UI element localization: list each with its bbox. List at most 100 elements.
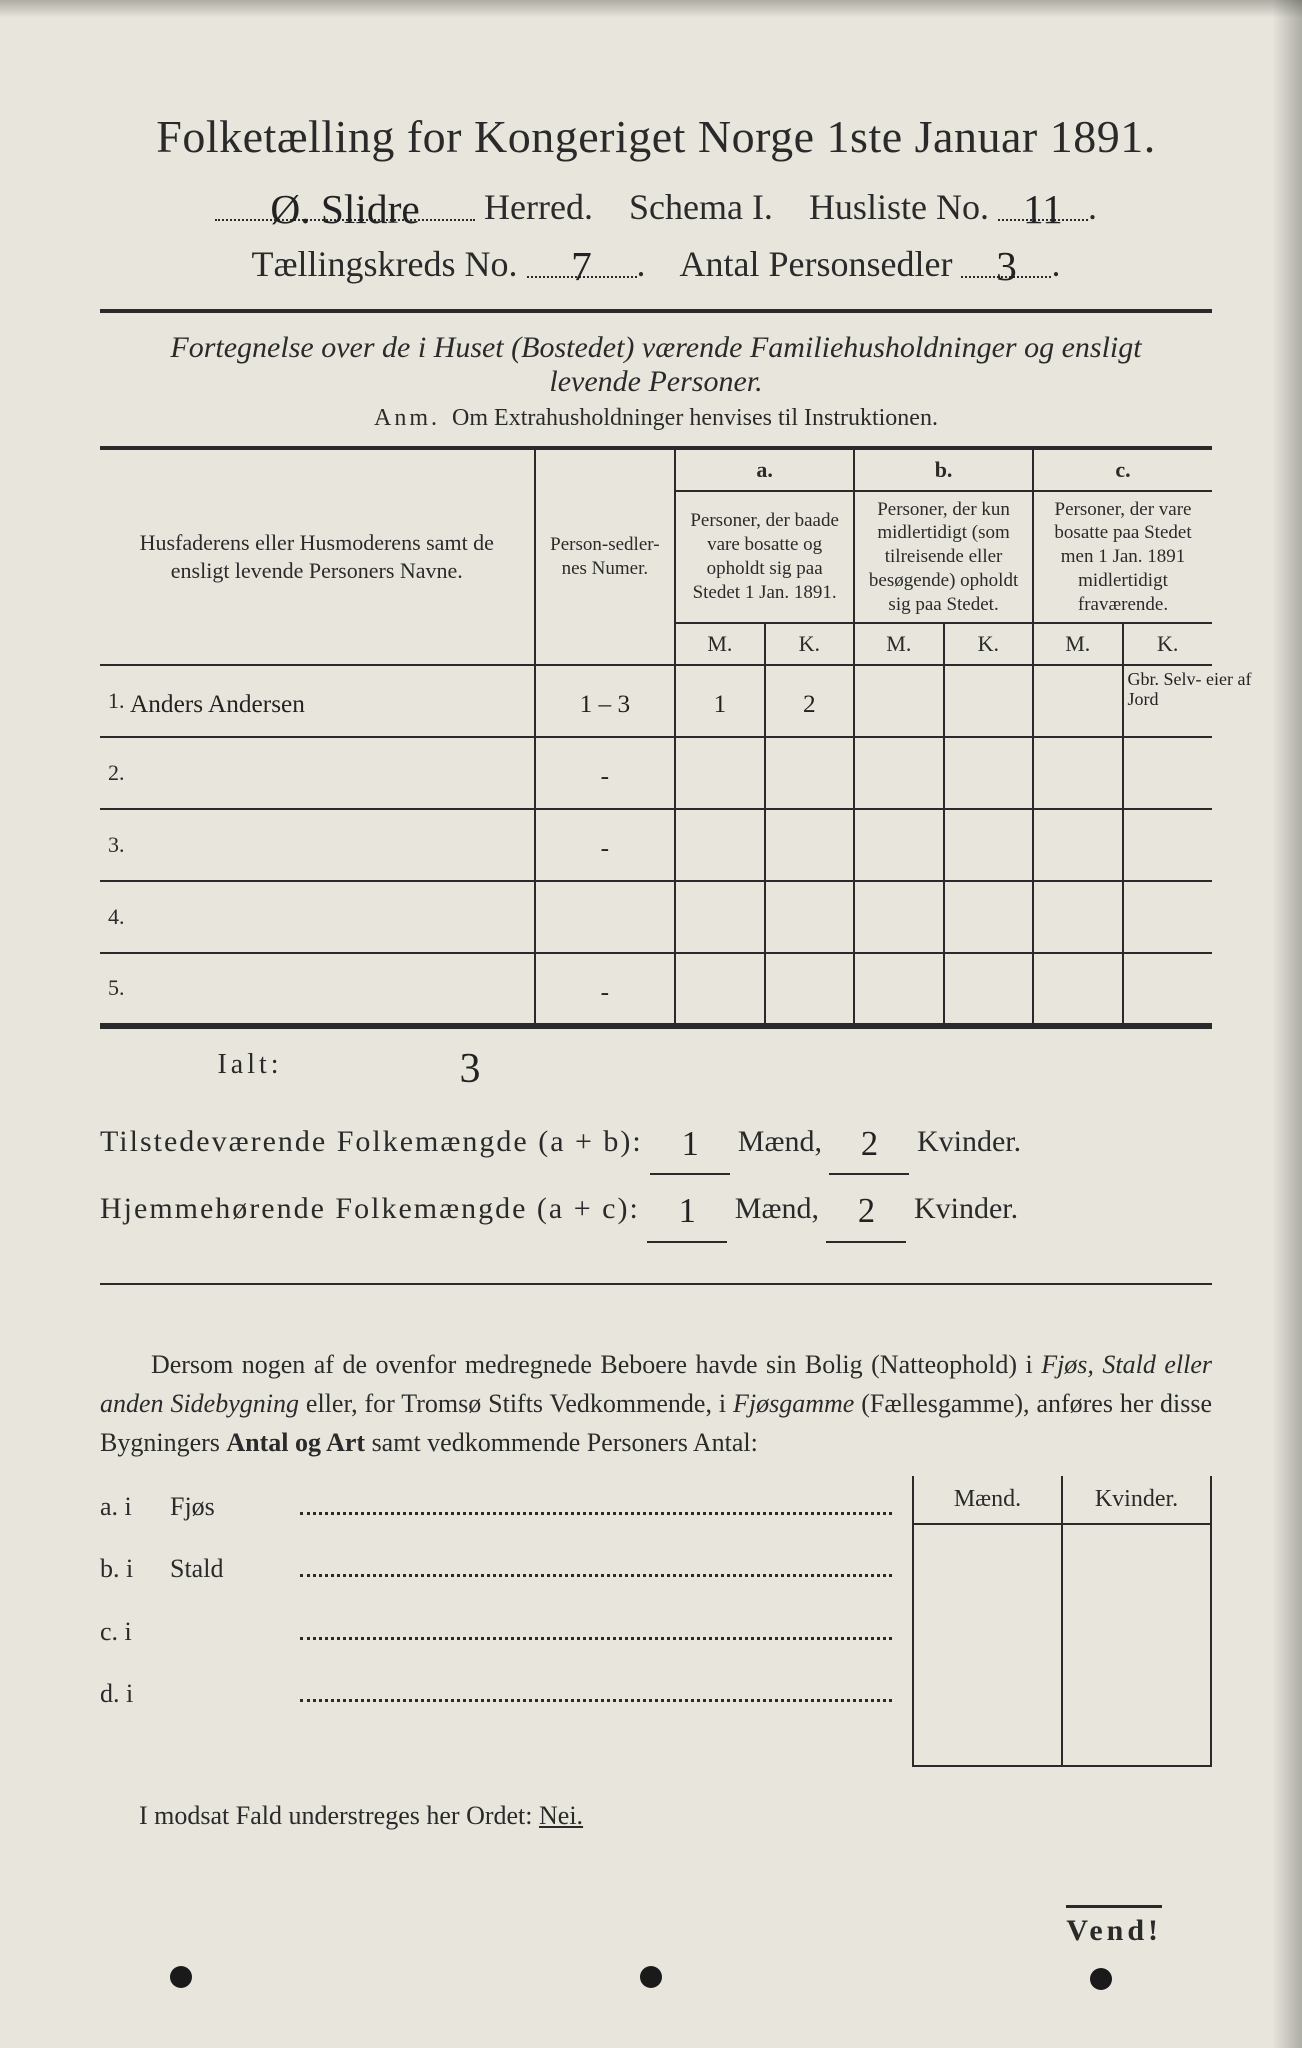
cell-b-m [854, 737, 943, 809]
cell-c-k: Gbr. Selv- eier af Jord [1123, 665, 1213, 737]
cell-personsedler: - [535, 953, 676, 1025]
mk-col-m [914, 1525, 1063, 1765]
subtitle: Fortegnelse over de i Huset (Bostedet) v… [100, 331, 1212, 399]
vend-label: Vend! [1066, 1905, 1162, 1948]
cell-c-m [1033, 737, 1122, 809]
cell-b-m [854, 809, 943, 881]
lower-list: a. iFjøsb. iStaldc. id. i [100, 1476, 892, 1726]
cell-name: 2. [100, 737, 535, 809]
cell-a-m [675, 881, 764, 953]
cell-name: 4. [100, 881, 535, 953]
punch-hole-3 [1090, 1968, 1112, 1990]
sum1-m-field: 1 [650, 1108, 730, 1176]
ialt-value: 3 [400, 1028, 540, 1090]
cell-b-k [944, 665, 1033, 737]
lower-dots [300, 1562, 892, 1578]
page-title: Folketælling for Kongeriget Norge 1ste J… [100, 110, 1212, 163]
mk-body [914, 1525, 1210, 1765]
cell-c-m [1033, 881, 1122, 953]
husliste-field: 11 [998, 181, 1088, 221]
para-b: eller, for Tromsø Stifts Vedkommende, i [299, 1389, 733, 1418]
cell-name: 5. [100, 953, 535, 1025]
lower-row: c. i [100, 1601, 892, 1663]
b-k: K. [944, 623, 1033, 665]
cell-c-k [1123, 953, 1213, 1025]
sum2-label: Hjemmehørende Folkemængde (a + c): [100, 1192, 640, 1225]
kreds-value: 7 [571, 243, 592, 289]
header-line-3: Tællingskreds No. 7. Antal Personsedler … [100, 238, 1212, 285]
group-b-label: b. [854, 448, 1033, 491]
herred-field: Ø. Slidre [215, 181, 475, 221]
shadow-right [1272, 0, 1302, 2048]
cell-a-m: 1 [675, 665, 764, 737]
lower-row: b. iStald [100, 1538, 892, 1600]
sum1-k: 2 [861, 1125, 878, 1163]
group-b-text: Personer, der kun midlertidigt (som tilr… [854, 491, 1033, 624]
a-k: K. [765, 623, 854, 665]
husliste-value: 11 [1023, 186, 1063, 232]
rule-1 [100, 309, 1212, 313]
cell-b-m [854, 665, 943, 737]
kreds-field: 7 [527, 238, 637, 278]
anm-line: Anm. Om Extrahusholdninger henvises til … [100, 405, 1212, 432]
ialt-table: Ialt: 3 [100, 1027, 1212, 1090]
lower-label: Fjøs [170, 1476, 300, 1538]
sum1-m: 1 [682, 1125, 699, 1163]
cell-c-k [1123, 881, 1213, 953]
anm-text: Om Extrahusholdninger henvises til Instr… [452, 405, 938, 431]
group-a-label: a. [675, 448, 854, 491]
kreds-label: Tællingskreds No. [252, 244, 518, 284]
nei-word: Nei. [539, 1801, 583, 1830]
group-c-label: c. [1033, 448, 1212, 491]
cell-b-m [854, 881, 943, 953]
para-a: Dersom nogen af de ovenfor medregnede Be… [151, 1350, 1041, 1379]
rule-2 [100, 1283, 1212, 1285]
group-c-text: Personer, der vare bosatte paa Stedet me… [1033, 491, 1212, 624]
mk-maend: Mænd. [914, 1476, 1063, 1523]
sum2-k-field: 2 [826, 1175, 906, 1243]
cell-name: 3. [100, 809, 535, 881]
col-personsedler: Person-sedler-nes Numer. [535, 448, 676, 665]
lower-dots [300, 1499, 892, 1515]
punch-hole-1 [170, 1966, 192, 1988]
col-names: Husfaderens eller Husmoderens samt de en… [100, 448, 535, 665]
mk-kvinder: Kvinder. [1063, 1476, 1210, 1523]
lower-row: d. i [100, 1663, 892, 1725]
lower-pre: b. i [100, 1538, 170, 1600]
sum2-k: 2 [858, 1192, 875, 1230]
cell-a-k [765, 953, 854, 1025]
sum-maend-1: Mænd, [738, 1125, 822, 1158]
antal-field: 3 [961, 238, 1051, 278]
cell-a-m [675, 953, 764, 1025]
cell-a-m [675, 737, 764, 809]
subtitle-line2: levende Personer. [549, 365, 762, 398]
ialt-spacer [540, 1028, 1212, 1090]
antal-label: Antal Personsedler [680, 244, 953, 284]
cell-c-m [1033, 665, 1122, 737]
lower-row: a. iFjøs [100, 1476, 892, 1538]
cell-b-k [944, 953, 1033, 1025]
lower-label: Stald [170, 1538, 300, 1600]
table-body: 1. Anders Andersen1 – 312Gbr. Selv- eier… [100, 665, 1212, 1025]
sum1-label: Tilstedeværende Folkemængde (a + b): [100, 1125, 643, 1158]
para-bold: Antal og Art [226, 1428, 365, 1457]
cell-b-m [854, 953, 943, 1025]
sum-kvinder-1: Kvinder. [917, 1125, 1021, 1158]
sum-line-1: Tilstedeværende Folkemængde (a + b): 1 M… [100, 1108, 1212, 1176]
table-row: 3. - [100, 809, 1212, 881]
sum-kvinder-2: Kvinder. [914, 1192, 1018, 1225]
herred-label: Herred. [484, 187, 593, 227]
sum2-m-field: 1 [647, 1175, 727, 1243]
cell-a-k: 2 [765, 665, 854, 737]
cell-a-k [765, 737, 854, 809]
cell-personsedler: - [535, 737, 676, 809]
main-table: Husfaderens eller Husmoderens samt de en… [100, 446, 1212, 1027]
ialt-label: Ialt: [100, 1028, 400, 1090]
cell-c-k [1123, 737, 1213, 809]
lower-pre: d. i [100, 1663, 170, 1725]
sum-maend-2: Mænd, [735, 1192, 819, 1225]
cell-c-m [1033, 809, 1122, 881]
subtitle-line1: Fortegnelse over de i Huset (Bostedet) v… [170, 331, 1141, 364]
table-row: 4. [100, 881, 1212, 953]
herred-value: Ø. Slidre [270, 186, 419, 232]
